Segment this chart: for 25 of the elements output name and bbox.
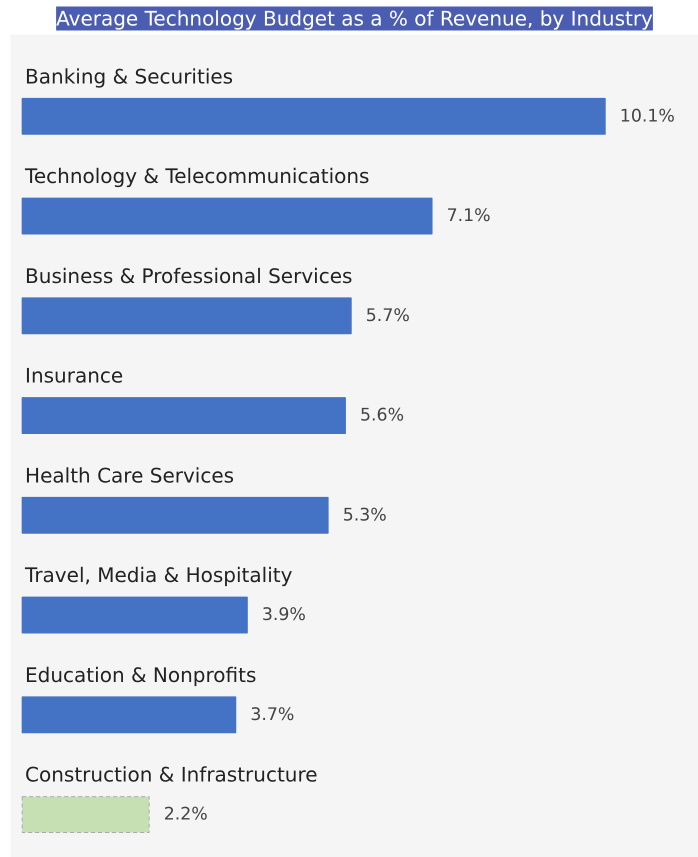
bar [22, 696, 236, 734]
y-tick-label: Technology & Telecommunications [24, 164, 370, 188]
y-tick-label: Banking & Securities [25, 64, 234, 88]
bar [22, 796, 150, 834]
y-tick-label: Business & Professional Services [25, 264, 352, 288]
bar [22, 98, 606, 135]
bar [22, 397, 346, 434]
data-label: 5.7% [366, 306, 410, 326]
data-label: 5.3% [342, 505, 387, 526]
y-tick-label: Construction & Infrastructure [25, 762, 318, 787]
y-tick-label: Education & Nonprofits [25, 662, 256, 687]
bar [22, 297, 352, 334]
y-tick-label: Travel, Media & Hospitality [24, 563, 293, 588]
bar [22, 198, 433, 235]
y-tick-label: Health Care Services [25, 463, 234, 488]
data-label: 2.2% [164, 804, 208, 825]
bar [22, 596, 248, 634]
data-label: 3.9% [262, 605, 306, 626]
data-label: 10.1% [620, 106, 675, 126]
y-tick-label: Insurance [25, 364, 124, 388]
bar [22, 496, 329, 534]
data-label: 3.7% [250, 704, 294, 725]
data-label: 5.6% [360, 406, 404, 426]
chart-title: Average Technology Budget as a % of Revenue, by Industry [56, 6, 654, 30]
data-label: 7.1% [446, 206, 491, 226]
